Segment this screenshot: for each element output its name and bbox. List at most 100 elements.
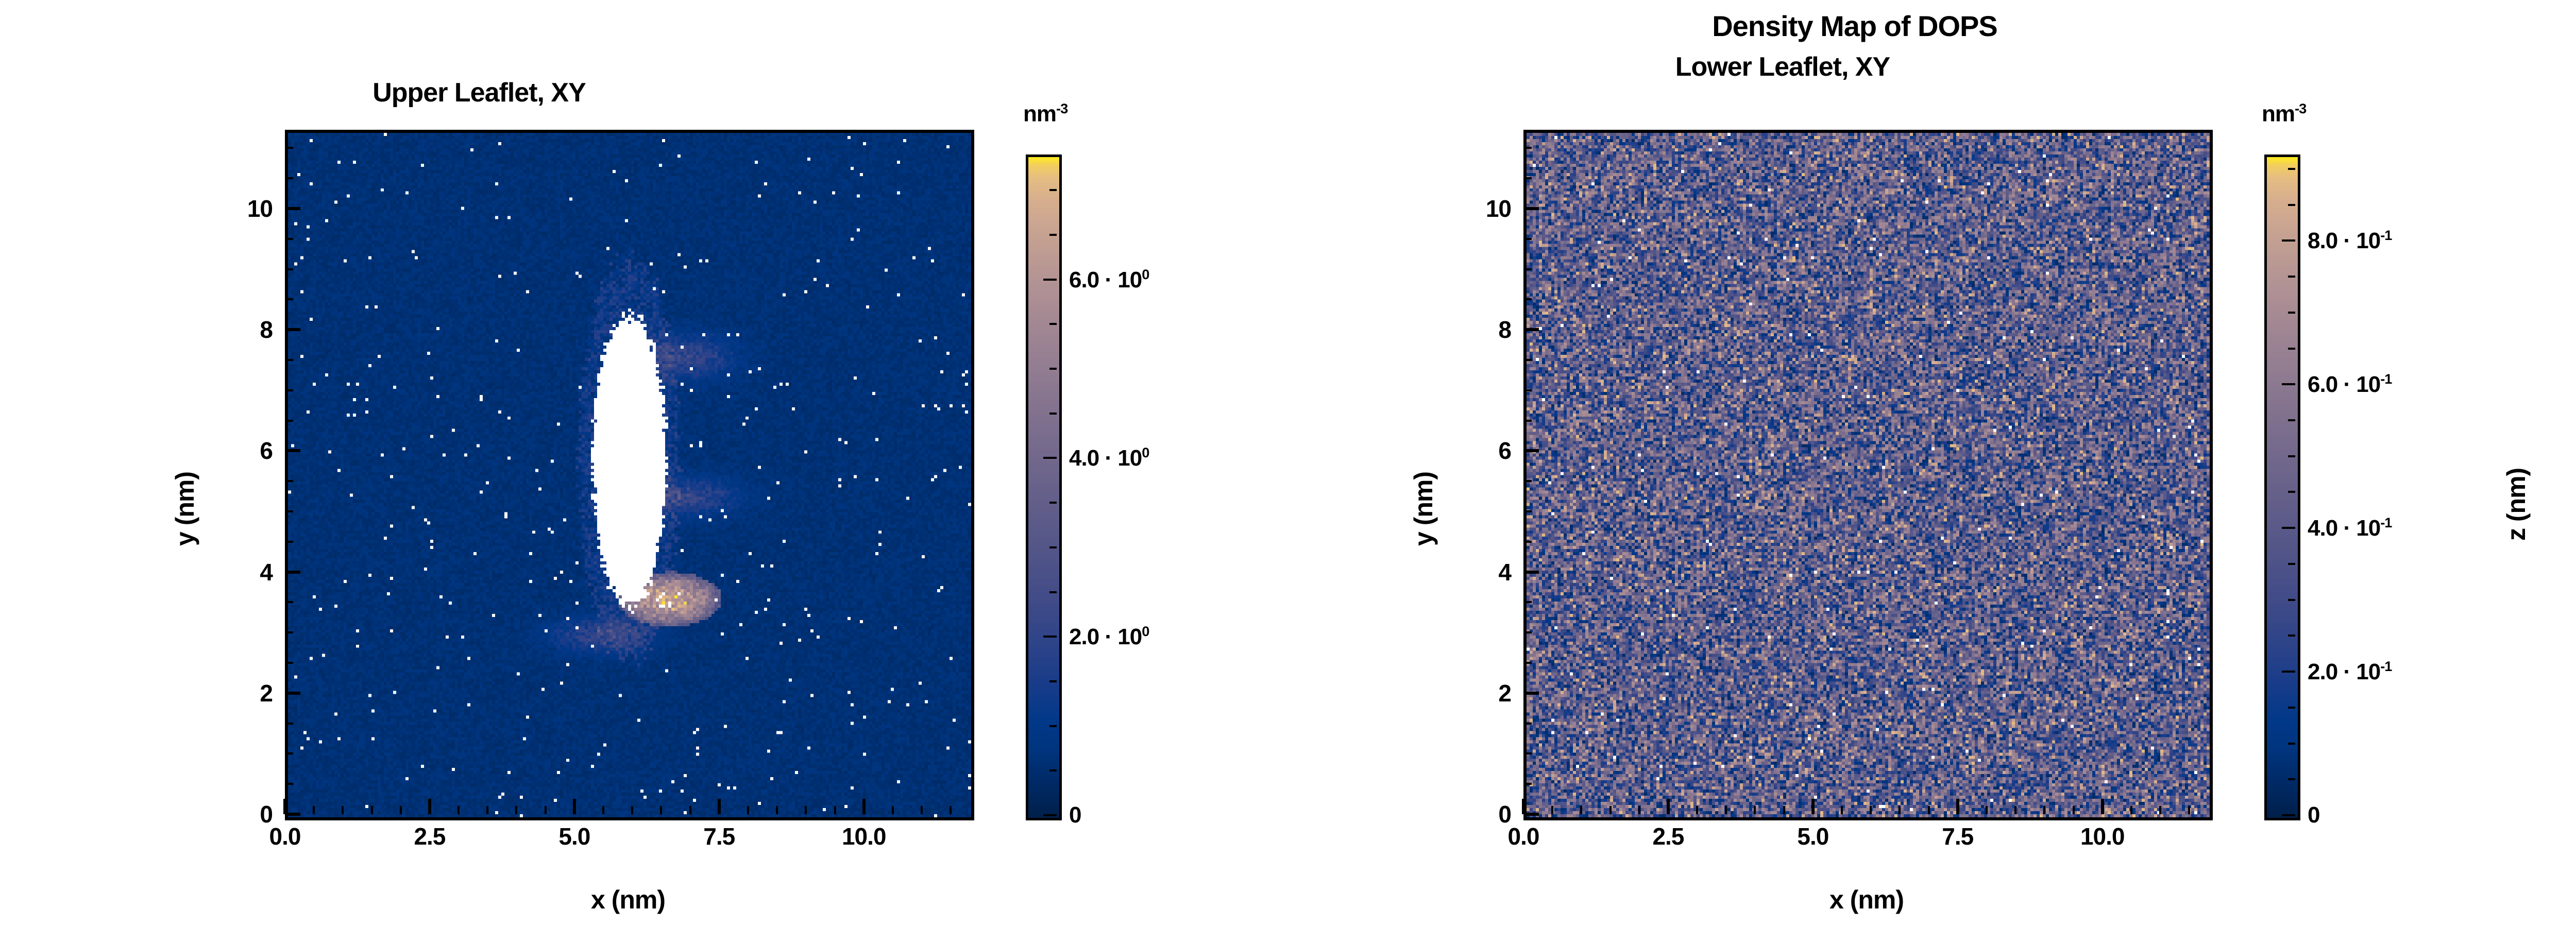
- x-tick-minor: [313, 806, 315, 814]
- y-tick-major: [1523, 449, 1539, 453]
- y-tick-minor: [1523, 389, 1532, 391]
- y-tick-minor: [285, 268, 293, 270]
- x-tick-label: 0.0: [1507, 823, 1540, 850]
- colorbar-tick-minor: [1049, 546, 1057, 548]
- y-tick-major: [285, 207, 300, 210]
- panel-title-lower-leaflet: Lower Leaflet, XY: [1675, 52, 1890, 82]
- x-tick-minor: [1754, 806, 1756, 814]
- y-tick-minor: [1523, 752, 1532, 755]
- x-tick-minor: [457, 806, 460, 814]
- colorbar-tick-label: 4.0 · 10-1: [2308, 514, 2392, 541]
- y-tick-minor: [285, 480, 293, 483]
- x-tick-label: 7.5: [703, 823, 735, 850]
- colorbar-tick-minor: [1049, 323, 1057, 325]
- y-tick-label: 2: [1498, 679, 1512, 707]
- y-tick-minor: [1523, 783, 1532, 785]
- colorbar-unit-panel2: nm-3: [2262, 100, 2307, 127]
- y-tick-minor: [285, 419, 293, 422]
- y-tick-minor: [1523, 510, 1532, 512]
- x-tick-minor: [399, 806, 402, 814]
- colorbar-tick-minor: [1049, 368, 1057, 370]
- x-tick-minor: [1783, 806, 1785, 814]
- y-tick-minor: [1523, 540, 1532, 543]
- x-tick-minor: [2188, 806, 2191, 814]
- y-tick-major: [1523, 570, 1539, 574]
- y-tick-minor: [285, 298, 293, 301]
- x-tick-label: 10.0: [2080, 823, 2125, 850]
- y-tick-label: 10: [1485, 195, 1512, 222]
- colorbar-tick: [2282, 671, 2295, 673]
- colorbar-tick-minor: [2288, 634, 2295, 637]
- colorbar-tick-minor: [2288, 491, 2295, 493]
- x-tick-minor: [1841, 806, 1843, 814]
- y-tick-major: [285, 328, 300, 332]
- x-tick-minor: [2043, 806, 2046, 814]
- y-tick-label: 6: [260, 437, 273, 465]
- x-tick-minor: [2130, 806, 2132, 814]
- heatmap-axes-lower-leaflet: [1523, 130, 2213, 820]
- colorbar-tick-minor: [2288, 203, 2295, 206]
- y-tick-label: 2: [260, 679, 273, 707]
- x-tick-label: 5.0: [558, 823, 590, 850]
- panel-lower-leaflet: Density Map of DOPS Lower Leaflet, XY y …: [1236, 0, 2473, 927]
- x-tick-major: [428, 799, 431, 814]
- y-tick-minor: [1523, 298, 1532, 301]
- colorbar-tick-minor: [1049, 502, 1057, 504]
- colorbar-tick-label: 0: [1069, 802, 1082, 828]
- x-tick-minor: [486, 806, 489, 814]
- colorbar-tick-minor: [2288, 598, 2295, 601]
- x-tick-minor: [2014, 806, 2017, 814]
- colorbar-tick-minor: [2288, 778, 2295, 781]
- colorbar-tick-minor: [1049, 769, 1057, 772]
- x-tick-minor: [1899, 806, 1901, 814]
- x-tick-label: 7.5: [1942, 823, 1974, 850]
- y-tick-label: 0: [1498, 801, 1512, 828]
- colorbar-tick-label: 6.0 · 100: [1069, 266, 1149, 293]
- x-tick-minor: [2072, 806, 2075, 814]
- y-tick-minor: [1523, 177, 1532, 180]
- colorbar-tick-minor: [2288, 706, 2295, 709]
- y-tick-label: 10: [247, 195, 273, 222]
- y-tick-major: [1523, 813, 1539, 816]
- colorbar-unit-exponent-panel2: -3: [2295, 100, 2307, 116]
- y-tick-minor: [1523, 419, 1532, 422]
- x-tick-label: 10.0: [841, 823, 887, 850]
- y-tick-minor: [285, 540, 293, 543]
- y-tick-major: [1523, 691, 1539, 695]
- x-tick-minor: [1927, 806, 1930, 814]
- x-tick-major: [862, 799, 866, 814]
- colorbar-panel2: [2264, 154, 2300, 820]
- y-tick-minor: [1523, 268, 1532, 270]
- y-axis-label-panel2: y (nm): [1409, 472, 1438, 546]
- x-tick-major: [1956, 799, 1959, 814]
- colorbar-tick: [1043, 636, 1057, 638]
- y-tick-label: 4: [1498, 558, 1512, 586]
- x-tick-minor: [2159, 806, 2162, 814]
- x-tick-minor: [747, 806, 749, 814]
- x-tick-minor: [950, 806, 952, 814]
- x-tick-minor: [1609, 806, 1612, 814]
- y-tick-label: 8: [260, 316, 273, 344]
- y-tick-label: 8: [1498, 316, 1512, 344]
- y-tick-minor: [285, 783, 293, 785]
- x-tick-major: [283, 799, 286, 814]
- y-tick-major: [285, 449, 300, 453]
- colorbar-tick-label: 2.0 · 100: [1069, 623, 1149, 650]
- y-tick-minor: [285, 661, 293, 664]
- x-tick-major: [1811, 799, 1815, 814]
- y-axis-label-panel1: y (nm): [171, 472, 199, 546]
- y-tick-minor: [285, 237, 293, 240]
- x-tick-minor: [1985, 806, 1988, 814]
- colorbar-tick-minor: [2288, 742, 2295, 745]
- colorbar-tick: [1043, 457, 1057, 459]
- x-tick-minor: [921, 806, 923, 814]
- colorbar-tick: [2282, 383, 2295, 386]
- y-tick-minor: [1523, 147, 1532, 149]
- colorbar-tick-minor: [1049, 725, 1057, 727]
- x-tick-minor: [1725, 806, 1727, 814]
- colorbar-tick-minor: [2288, 276, 2295, 278]
- x-tick-minor: [544, 806, 547, 814]
- x-tick-minor: [1696, 806, 1699, 814]
- x-tick-minor: [1870, 806, 1872, 814]
